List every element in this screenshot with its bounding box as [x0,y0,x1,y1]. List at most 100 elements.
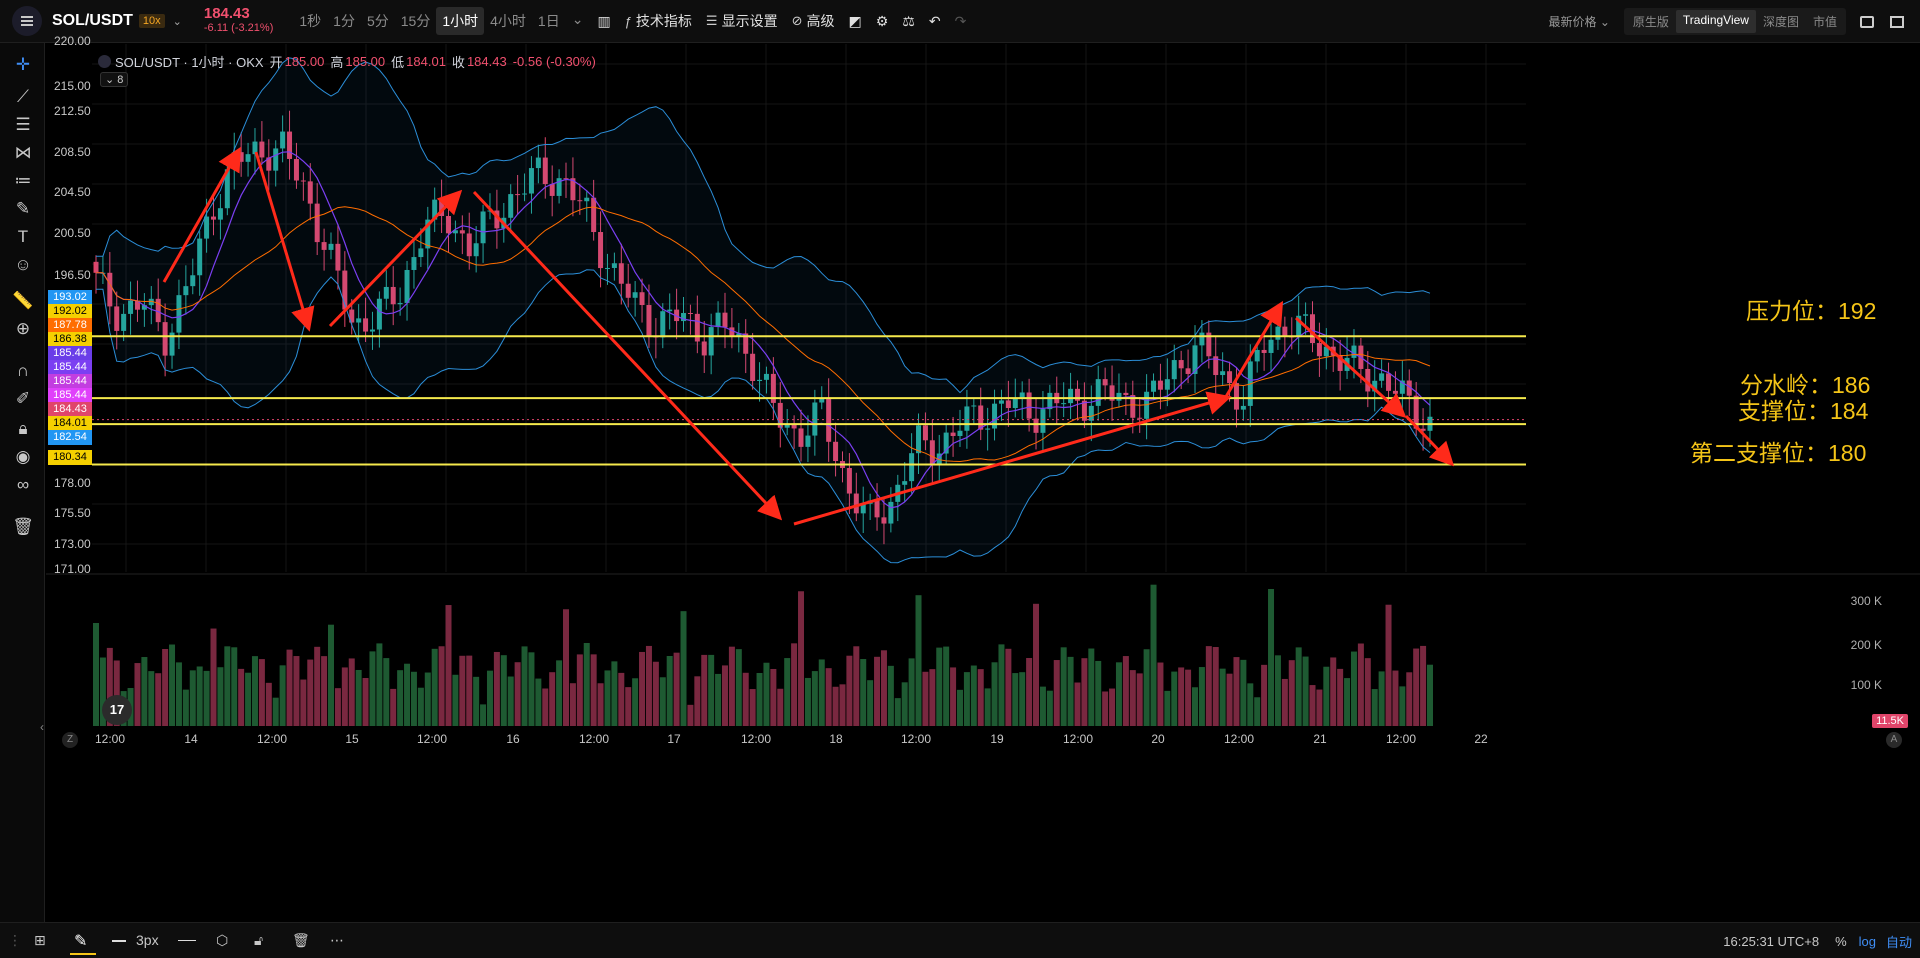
mode-depth[interactable]: 深度图 [1762,15,1799,29]
volume-bar [355,669,362,726]
lock-draw-icon[interactable]: ✐ [15,389,31,408]
delete-icon[interactable]: 🗑︎ [292,932,310,948]
candle-body [1026,392,1032,419]
volume-tick-200k: 200 K [1850,638,1882,652]
eye-icon[interactable]: ◉ [15,447,31,466]
volume-bar [611,661,618,726]
volume-bar [1019,672,1026,726]
menu-icon[interactable] [12,6,42,36]
magnet-icon[interactable]: ∩ [16,361,30,380]
volume-bar [1420,645,1427,726]
compare-icon[interactable]: ⚖ [902,12,915,29]
text-icon[interactable]: T [17,227,29,246]
fib-icon[interactable]: ≔ [14,171,32,190]
candle-type-icon[interactable]: ▥ [597,12,611,29]
candle-body [1303,314,1309,316]
interval-1d[interactable]: 1日 [537,13,560,29]
pen-tool[interactable]: ✎ [70,927,96,955]
lock-icon[interactable]: 🔒︎ [18,419,28,438]
volume-bar [1427,664,1433,726]
volume-bar [860,659,867,726]
drawing-toolbar: ✛ ⟋ ☰ ⋈ ≔ ✎ T ☺ 📏 ⊕ ∩ ✐ 🔒︎ ◉ ∞ 🗑︎ [0,43,45,925]
volume-bar [687,704,694,726]
candle-body [929,440,935,464]
candle-body [1213,356,1219,376]
volume-bar [1219,668,1226,726]
mode-tradingview[interactable]: TradingView [1675,10,1756,33]
mode-native[interactable]: 原生版 [1632,15,1669,29]
gear-icon[interactable]: ⚙ [875,12,889,29]
interval-5m[interactable]: 5分 [366,13,389,29]
more-icon[interactable]: ⋯ [330,932,344,948]
pattern-icon[interactable]: ⋈ [14,143,32,162]
candle-body [197,238,203,276]
link-icon[interactable]: ∞ [16,475,30,494]
trend-line-icon[interactable]: ⟋ [17,87,29,106]
price-tag: 180.34 [48,450,92,465]
volume-bar [991,662,998,726]
volume-bar [867,680,874,726]
chart-area[interactable]: SOL/USDT · 1小时 · OKX 开 185.00 高 185.00 低 18… [40,34,1920,922]
hexagon-icon[interactable]: ⬡ [216,932,229,948]
window-icon[interactable] [1890,15,1904,28]
interval-1h[interactable]: 1小时 [436,7,485,35]
brush-icon[interactable]: ✎ [15,199,31,218]
line-style-icon[interactable] [178,940,196,941]
indicator-toggle[interactable]: ⌄ 8 [100,72,129,87]
candle-body [1185,368,1191,374]
interval-1s[interactable]: 1秒 [299,13,322,29]
percent-toggle[interactable]: % [1835,934,1847,949]
candle-body [1019,392,1025,399]
auto-scale-button[interactable]: A [1886,732,1902,748]
volume-bar [1406,672,1413,726]
candle-body [224,169,230,209]
interval-4h[interactable]: 4小时 [490,13,526,29]
symbol-name[interactable]: SOL/USDT [52,12,133,29]
mode-market-cap[interactable]: 市值 [1812,15,1837,29]
volume-bar [1399,686,1406,726]
volume-bar [1129,670,1136,726]
interval-1m[interactable]: 1分 [333,13,355,29]
zoom-reset-button[interactable]: Z [62,732,78,748]
unlock-icon[interactable]: 🔓︎ [254,932,264,948]
volume-bar [1233,657,1240,726]
auto-toggle[interactable]: 自动 [1885,935,1912,950]
zoom-icon[interactable]: ⊕ [15,319,31,338]
volume-bar [784,658,791,726]
crosshair-icon[interactable]: ✛ [15,55,31,74]
volume-bar [1053,660,1060,726]
candle-body [763,373,769,380]
advanced-button[interactable]: ⊘ 高级 [792,11,835,31]
candle-body [909,453,915,482]
indicators-button[interactable]: ƒ 技术指标 [625,11,692,31]
ruler-icon[interactable]: 📏 [12,291,34,310]
chart-canvas[interactable] [46,44,1920,922]
stroke-width[interactable]: 3px [136,932,159,948]
redo-icon[interactable]: ↷ [954,12,967,29]
interval-15m[interactable]: 15分 [400,13,431,29]
volume-bar [832,686,839,726]
chevron-down-icon[interactable]: ⌄ [172,15,182,28]
horizontal-lines-icon[interactable]: ☰ [15,115,31,134]
volume-bar [1012,673,1019,726]
drag-handle-icon[interactable]: ⋮ [8,932,22,948]
volume-bar [576,654,583,726]
emoji-icon[interactable]: ☺ [14,255,32,274]
price-tick: 196.50 [54,268,91,282]
candle-body [985,428,991,430]
snapshot-icon[interactable]: ◩ [848,12,862,29]
log-toggle[interactable]: log [1858,934,1876,949]
layout-icon[interactable]: ⊞ [34,932,46,948]
volume-bar [1136,673,1143,726]
trash-icon[interactable]: 🗑︎ [12,517,34,536]
interval-more-chevron-icon[interactable]: ⌄ [571,11,584,27]
latest-price-dropdown[interactable]: 最新价格 ⌄ [1548,15,1610,29]
volume-bar [735,649,742,726]
collapse-chevron-icon[interactable]: ‹ [40,720,44,734]
display-settings-button[interactable]: ☰ 显示设置 [706,11,778,31]
volume-bar [728,646,735,726]
candle-body [694,313,700,342]
undo-icon[interactable]: ↶ [928,12,941,29]
fullscreen-icon[interactable] [1860,15,1874,28]
legend-open-label: 开 [269,55,283,70]
